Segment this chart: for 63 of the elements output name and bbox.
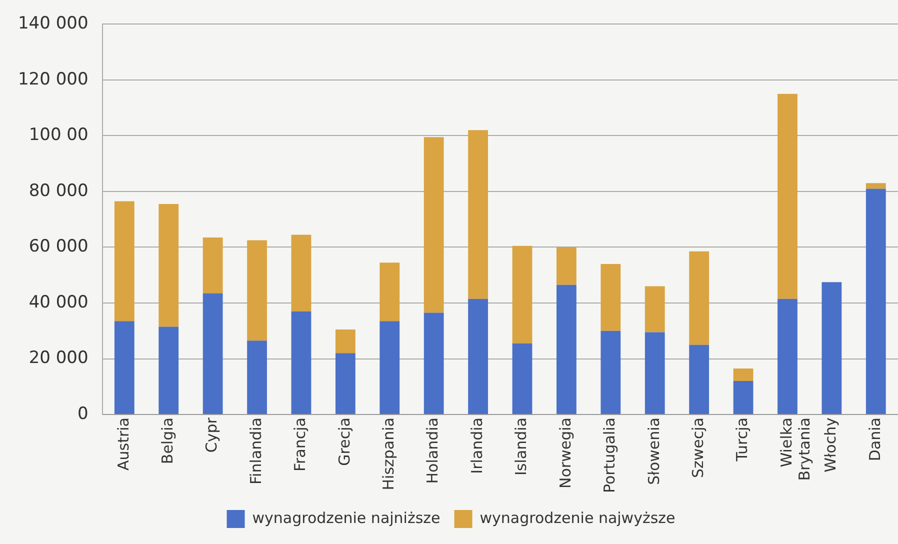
bar xyxy=(247,340,267,414)
y-tick-label: 60 000 xyxy=(28,236,88,257)
bar xyxy=(866,183,886,189)
y-tick-label: 0 xyxy=(77,404,88,424)
bar xyxy=(689,344,710,414)
legend-label: wynagrodzenie najniższe xyxy=(252,508,440,527)
y-tick-label: 140 000 xyxy=(18,14,88,34)
bar xyxy=(158,204,179,327)
x-tick-label: Francja xyxy=(291,418,310,472)
bar xyxy=(644,286,665,332)
y-tick-label: 120 000 xyxy=(18,69,88,90)
x-tick-label: Turcja xyxy=(733,418,752,462)
bar xyxy=(114,321,134,414)
bar xyxy=(291,234,312,312)
legend-label: wynagrodzenie najwyższe xyxy=(480,508,676,527)
x-tick-label: Grecja xyxy=(335,418,354,466)
x-tick-label: Islandia xyxy=(512,418,530,476)
y-tick-label: 20 000 xyxy=(28,348,88,368)
bar xyxy=(733,368,754,382)
y-tick-label: 40 000 xyxy=(28,292,88,312)
bar xyxy=(335,353,356,414)
y-tick-label: 80 000 xyxy=(28,180,88,201)
bar xyxy=(380,321,400,414)
bar xyxy=(600,264,621,331)
bar xyxy=(644,332,665,414)
x-tick-label: Irlandia xyxy=(468,418,486,474)
x-tick-label: Norwegia xyxy=(556,418,574,488)
x-tick-label: Dania xyxy=(866,418,884,462)
bar xyxy=(380,262,400,322)
bar xyxy=(202,237,223,294)
bar xyxy=(335,329,356,354)
x-tick-label: Belgia xyxy=(158,418,176,464)
bar xyxy=(158,326,179,414)
bar xyxy=(512,343,532,414)
x-tick-label: Finlandia xyxy=(246,418,265,484)
bar xyxy=(778,94,798,299)
bar xyxy=(556,284,576,414)
bar xyxy=(468,130,488,299)
bar xyxy=(424,137,444,313)
bar xyxy=(733,381,754,414)
x-tick-label: Holandia xyxy=(424,418,442,484)
bar xyxy=(114,201,134,322)
bar xyxy=(512,246,532,344)
x-tick-label: Austria xyxy=(114,418,132,471)
x-tick-label: Hiszpania xyxy=(380,418,398,490)
y-tick-label: 100 00 xyxy=(28,125,88,146)
x-tick-label: Słowenia xyxy=(644,418,663,485)
bar xyxy=(866,188,886,414)
bar xyxy=(556,247,576,285)
bar xyxy=(689,251,710,345)
x-tick-label: Włochy xyxy=(822,417,840,472)
bar xyxy=(822,282,842,414)
bar xyxy=(468,298,488,414)
x-tick-label: Szwecja xyxy=(688,418,707,478)
bar xyxy=(778,298,798,414)
bar xyxy=(600,330,621,414)
x-tick-label: Cypr xyxy=(202,416,221,453)
bar xyxy=(202,293,223,414)
x-tick-label: Wielka Brytania xyxy=(777,418,814,481)
bar xyxy=(291,311,312,414)
bar xyxy=(247,240,267,341)
bar xyxy=(424,312,444,414)
x-tick-label: Portugalia xyxy=(600,418,619,493)
